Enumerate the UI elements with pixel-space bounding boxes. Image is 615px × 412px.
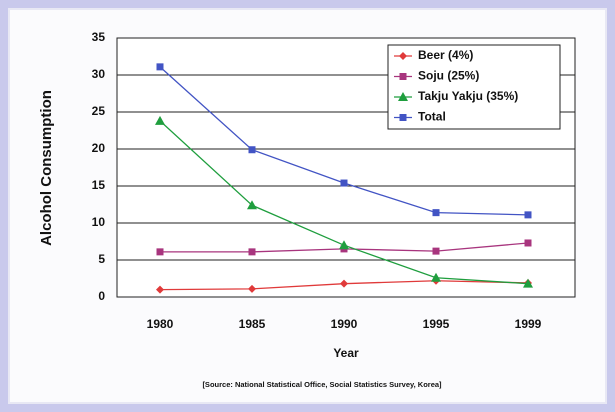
y-tick-label: 20: [92, 141, 106, 155]
x-tick-label: 1985: [239, 317, 266, 331]
legend-marker: [399, 52, 407, 60]
y-tick-label: 25: [92, 104, 106, 118]
legend-marker: [399, 114, 407, 121]
x-tick-label: 1995: [423, 317, 450, 331]
point: [523, 278, 533, 288]
y-tick-label: 5: [98, 252, 105, 266]
source: [Source: National Statistical Office, So…: [202, 380, 442, 389]
point: [156, 248, 164, 256]
legend-label: Soju (25%): [418, 69, 479, 83]
point: [432, 209, 440, 217]
point: [156, 285, 164, 294]
y-axis-label: Alcohol Consumption: [38, 90, 55, 246]
x-tick-label: 1980: [147, 317, 174, 331]
point: [248, 284, 256, 293]
point: [340, 179, 348, 187]
legend-marker: [398, 92, 408, 101]
y-tick-label: 15: [92, 178, 106, 192]
y-tick-label: 30: [92, 67, 106, 81]
point: [432, 247, 440, 255]
legend-label: Takju Yakju (35%): [418, 89, 518, 103]
y-tick-label: 0: [98, 289, 105, 303]
point: [247, 200, 257, 210]
point: [524, 211, 532, 219]
legend-box: [387, 44, 561, 130]
y-tick-label: 35: [92, 30, 106, 44]
point: [248, 248, 256, 256]
legend-label: Total: [418, 110, 446, 124]
x-axis-label: Year: [333, 346, 359, 360]
x-tick-label: 1990: [331, 317, 358, 331]
legend-marker: [399, 73, 407, 80]
point: [431, 272, 441, 282]
point: [339, 240, 349, 250]
point: [524, 239, 532, 247]
point: [156, 63, 164, 71]
point: [248, 146, 256, 154]
point: [340, 279, 348, 288]
x-tick-label: 1999: [515, 317, 542, 331]
legend-label: Beer (4%): [418, 48, 473, 62]
point: [155, 115, 165, 125]
y-tick-label: 10: [92, 215, 106, 229]
